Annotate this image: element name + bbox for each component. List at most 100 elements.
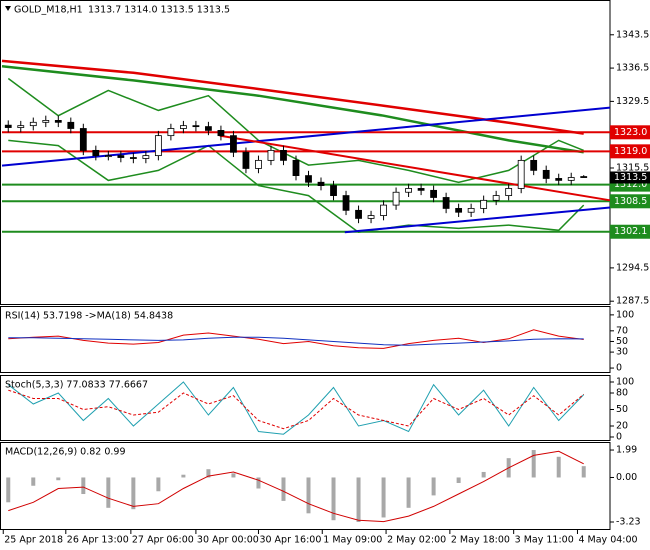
histogram-bar xyxy=(531,450,536,478)
candle-body xyxy=(355,209,362,219)
candle-body xyxy=(467,208,475,213)
overlay-line xyxy=(1,59,584,135)
level-label: 1312.0 xyxy=(614,179,647,190)
x-tick-label: 1 May 09:00 xyxy=(323,535,382,546)
candle-body xyxy=(179,125,187,129)
panel-frame xyxy=(0,306,611,373)
histogram-bar xyxy=(481,471,486,478)
x-tick-label: 30 Apr 16:00 xyxy=(259,535,321,546)
histogram-bar xyxy=(131,477,136,510)
candle-body xyxy=(129,157,137,159)
y-tick-label: 50 xyxy=(616,404,628,415)
histogram-bar xyxy=(581,466,586,478)
panel-title: RSI(14) 53.7198 ->MA(18) 54.8438 xyxy=(5,311,173,322)
candle-body xyxy=(492,195,500,201)
chart-title: GOLD_M18,H1 xyxy=(14,5,83,16)
candle-body xyxy=(92,149,100,157)
y-tick-label: 30 xyxy=(616,347,628,358)
x-tick-label: 4 May 04:00 xyxy=(578,535,637,546)
histogram-bar xyxy=(381,477,386,518)
candle-body xyxy=(4,124,12,128)
candle-body xyxy=(17,125,25,128)
y-tick-label: 0 xyxy=(616,363,622,374)
current-price-label: 1313.5 xyxy=(614,172,647,183)
candle-body xyxy=(117,155,125,158)
candle-body xyxy=(104,155,112,158)
candle-body xyxy=(154,135,162,157)
candle-body xyxy=(242,151,250,169)
candle-body xyxy=(267,149,275,161)
candle-body xyxy=(542,169,550,179)
y-tick-label: 1315.5 xyxy=(616,162,649,173)
indicator-line xyxy=(8,336,584,346)
panel-title: MACD(12,26,9) 0.82 0.99 xyxy=(5,447,126,458)
histogram-bar xyxy=(231,473,236,478)
histogram-bar xyxy=(256,477,261,489)
panel-frame xyxy=(0,442,611,530)
trend-line xyxy=(344,206,611,234)
y-tick-label: 1294.5 xyxy=(616,262,649,273)
candle-body xyxy=(192,125,200,128)
x-tick-label: 3 May 11:00 xyxy=(515,535,574,546)
candle-body xyxy=(442,197,450,209)
candle-body xyxy=(517,159,525,189)
panel-frame xyxy=(0,0,611,305)
y-tick-label: -3.23 xyxy=(616,517,641,528)
x-tick-label: 25 Apr 2018 xyxy=(4,535,63,546)
y-tick-label: 1329.5 xyxy=(616,96,649,107)
x-tick-label: 26 Apr 13:00 xyxy=(67,535,129,546)
y-tick-label: 80 xyxy=(616,387,628,398)
candle-body xyxy=(42,120,50,123)
histogram-bar xyxy=(281,477,286,501)
histogram-bar xyxy=(306,477,311,514)
y-tick-label: 50 xyxy=(616,336,628,347)
current-price-box xyxy=(610,171,650,184)
histogram-bar xyxy=(431,477,436,496)
overlay-line xyxy=(7,77,584,184)
candle-body xyxy=(455,208,463,213)
candle-body xyxy=(330,185,337,196)
trend-line xyxy=(1,106,611,167)
candle-body xyxy=(29,121,37,127)
histogram-bar xyxy=(331,477,336,521)
candle-body xyxy=(205,126,212,131)
signal-line xyxy=(8,450,584,523)
level-label: 1323.0 xyxy=(614,127,647,138)
y-tick-label: 1.99 xyxy=(616,445,637,456)
histogram-bar xyxy=(31,477,36,486)
level-label: 1319.0 xyxy=(614,146,647,157)
histogram-bar xyxy=(206,469,211,478)
histogram-bar xyxy=(56,477,61,481)
histogram-bar xyxy=(156,477,161,492)
candle-body xyxy=(292,159,300,176)
candle-body xyxy=(79,128,87,151)
y-tick-label: 0 xyxy=(616,431,622,442)
y-tick-label: 1336.5 xyxy=(616,63,649,74)
candle-body xyxy=(555,178,563,181)
candle-body xyxy=(317,181,325,186)
candle-body xyxy=(255,159,262,169)
candle-body xyxy=(380,204,387,216)
x-tick-label: 30 Apr 00:00 xyxy=(197,535,259,546)
candle-body xyxy=(230,135,237,153)
title-icon xyxy=(5,6,11,11)
panel-title: Stoch(5,3,3) 77.0833 77.6667 xyxy=(5,380,148,391)
y-tick-label: 1343.5 xyxy=(616,29,649,40)
trend-line xyxy=(219,134,611,202)
level-box xyxy=(610,194,650,209)
overlay-line xyxy=(8,139,585,233)
candle-body xyxy=(54,120,62,123)
panel-frame xyxy=(0,375,611,441)
candle-body xyxy=(367,215,375,219)
level-label: 1308.5 xyxy=(614,196,647,207)
overlay-line xyxy=(1,64,584,154)
level-label: 1302.1 xyxy=(614,226,647,237)
candle-body xyxy=(142,155,150,159)
level-box xyxy=(610,125,650,140)
candle-body xyxy=(342,195,350,211)
histogram-bar xyxy=(106,477,111,508)
y-tick-label: 20 xyxy=(616,420,628,431)
candle-body xyxy=(480,199,488,209)
